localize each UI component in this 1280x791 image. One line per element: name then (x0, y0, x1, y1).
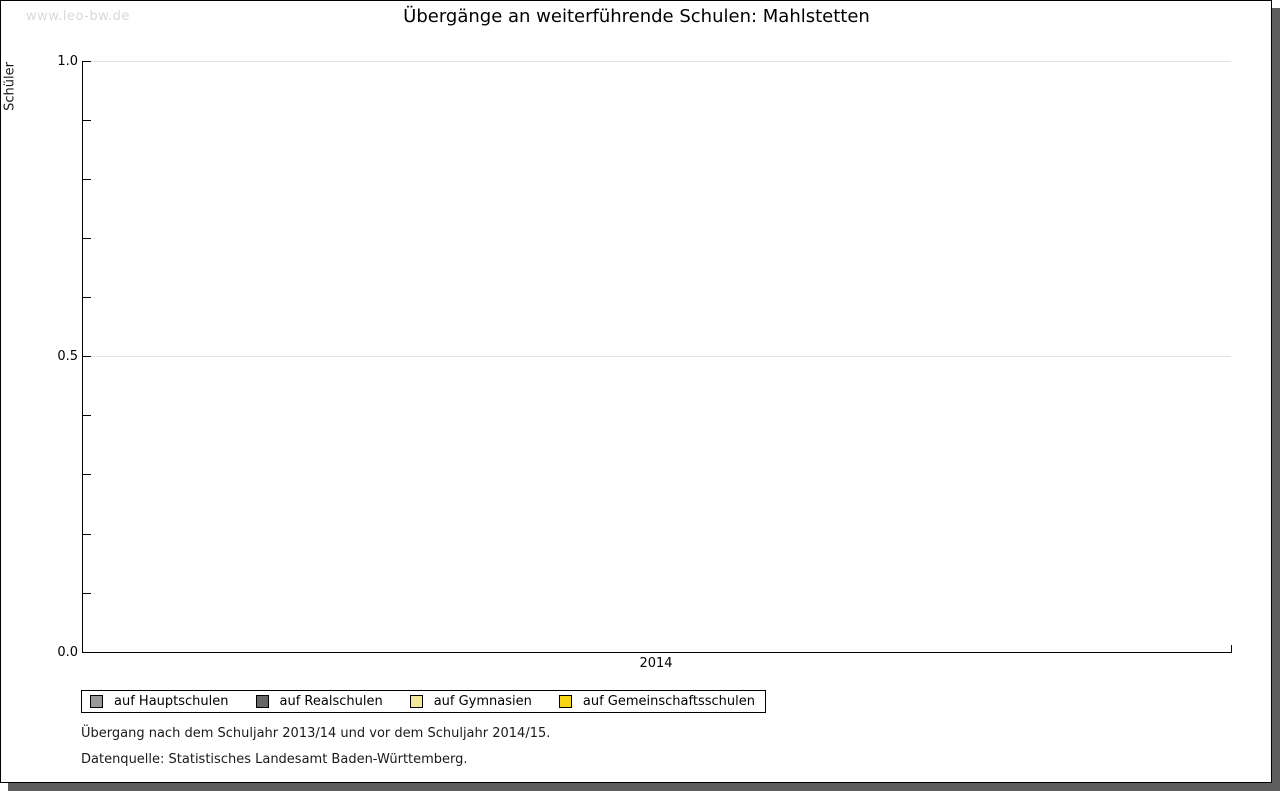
y-tick-0.1 (83, 593, 91, 594)
y-axis-line (82, 61, 83, 653)
legend-label-hauptschulen: auf Hauptschulen (114, 694, 229, 709)
legend-item-realschulen: auf Realschulen (255, 694, 383, 709)
footnote-transition-period: Übergang nach dem Schuljahr 2013/14 und … (81, 726, 551, 741)
legend-box: auf Hauptschulen auf Realschulen auf Gym… (81, 690, 766, 713)
legend-swatch-gemeinschaftsschulen (558, 695, 572, 708)
legend-label-gemeinschaftsschulen: auf Gemeinschaftsschulen (582, 694, 755, 709)
legend-item-hauptschulen: auf Hauptschulen (90, 694, 229, 709)
legend-swatch-realschulen (255, 695, 269, 708)
y-tick-1.0 (83, 61, 91, 62)
y-tick-0.7 (83, 238, 91, 239)
x-axis-end-tick (1231, 645, 1232, 653)
y-tick-0.8 (83, 179, 91, 180)
x-axis-line (82, 652, 1232, 653)
y-tick-label-1.0: 1.0 (57, 54, 78, 69)
chart-title: Übergänge an weiterführende Schulen: Mah… (403, 6, 870, 27)
legend-item-gemeinschaftsschulen: auf Gemeinschaftsschulen (558, 694, 755, 709)
y-tick-0.9 (83, 120, 91, 121)
y-tick-0.5 (83, 356, 91, 357)
legend-label-realschulen: auf Realschulen (279, 694, 383, 709)
y-tick-label-0.0: 0.0 (57, 645, 78, 660)
watermark-url: www.leo-bw.de (26, 9, 130, 24)
legend-item-gymnasien: auf Gymnasien (409, 694, 532, 709)
legend-label-gymnasien: auf Gymnasien (433, 694, 532, 709)
legend-swatch-hauptschulen (90, 695, 103, 708)
footnote-data-source: Datenquelle: Statistisches Landesamt Bad… (81, 752, 468, 767)
y-tick-0.3 (83, 474, 91, 475)
y-tick-0.4 (83, 415, 91, 416)
x-tick-label-2014: 2014 (639, 656, 673, 671)
y-tick-label-0.5: 0.5 (57, 349, 78, 364)
y-tick-0.2 (83, 534, 91, 535)
y-tick-0.6 (83, 297, 91, 298)
gridline-0.5 (83, 356, 1231, 357)
legend-swatch-gymnasien (409, 695, 423, 708)
gridline-1.0 (83, 61, 1231, 62)
y-axis-title: Schüler (2, 62, 18, 111)
